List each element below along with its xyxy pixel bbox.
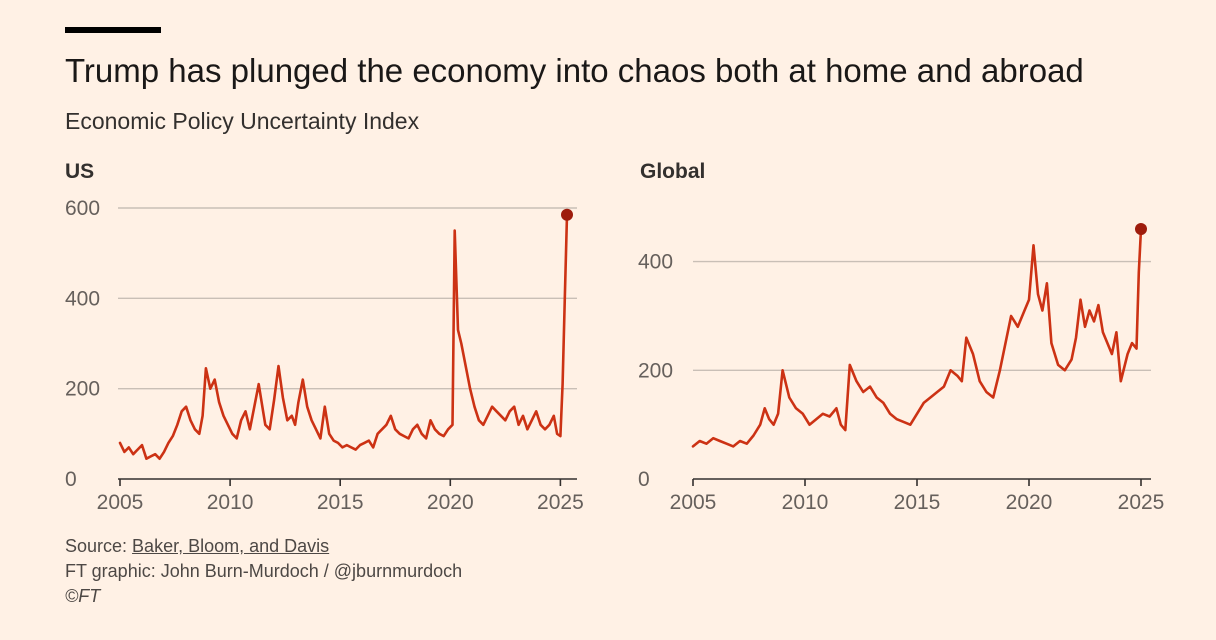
us-series-line <box>118 213 569 461</box>
us-x-tick-label: 2015 <box>317 491 364 514</box>
global-x-tick-label: 2005 <box>670 491 717 514</box>
us-y-tick-label: 400 <box>65 287 100 310</box>
us-x-tick-label: 2010 <box>207 491 254 514</box>
global-y-tick-label: 0 <box>638 468 650 491</box>
panel-title-us: US <box>65 160 95 183</box>
us-y-tick-label: 200 <box>65 378 100 401</box>
brand-bar <box>65 27 161 33</box>
us-latest-point <box>561 208 573 221</box>
us-y-tick-label: 600 <box>65 197 100 220</box>
source-link[interactable]: Baker, Bloom, and Davis <box>132 536 330 556</box>
global-y-tick-label: 200 <box>638 359 673 382</box>
copyright-line: ©FT <box>65 586 101 606</box>
global-series-line <box>691 227 1143 448</box>
global-chart: 0 200 400 2005 2010 2015 2020 2025 <box>638 223 1165 514</box>
credit-line: FT graphic: John Burn-Murdoch / @jburnmu… <box>65 561 463 581</box>
source-prefix: Source: <box>65 536 133 556</box>
panel-title-global: Global <box>640 160 706 183</box>
global-x-tick-label: 2020 <box>1006 491 1053 514</box>
global-x-tick-label: 2010 <box>782 491 829 514</box>
us-x-tick-label: 2005 <box>97 491 144 514</box>
global-y-tick-label: 400 <box>638 251 673 274</box>
global-latest-point <box>1135 223 1147 235</box>
us-x-tick-label: 2025 <box>537 491 584 514</box>
global-x-tick-label: 2025 <box>1118 491 1165 514</box>
source-line: Source: Baker, Bloom, and Davis <box>65 536 329 557</box>
us-y-tick-label: 0 <box>65 468 77 491</box>
chart-title: Trump has plunged the economy into chaos… <box>65 52 1084 89</box>
us-chart: 0 200 400 600 2005 2010 2015 2020 2025 <box>65 197 584 514</box>
us-x-tick-label: 2020 <box>427 491 474 514</box>
global-x-tick-label: 2015 <box>894 491 941 514</box>
chart-subtitle: Economic Policy Uncertainty Index <box>65 108 420 134</box>
